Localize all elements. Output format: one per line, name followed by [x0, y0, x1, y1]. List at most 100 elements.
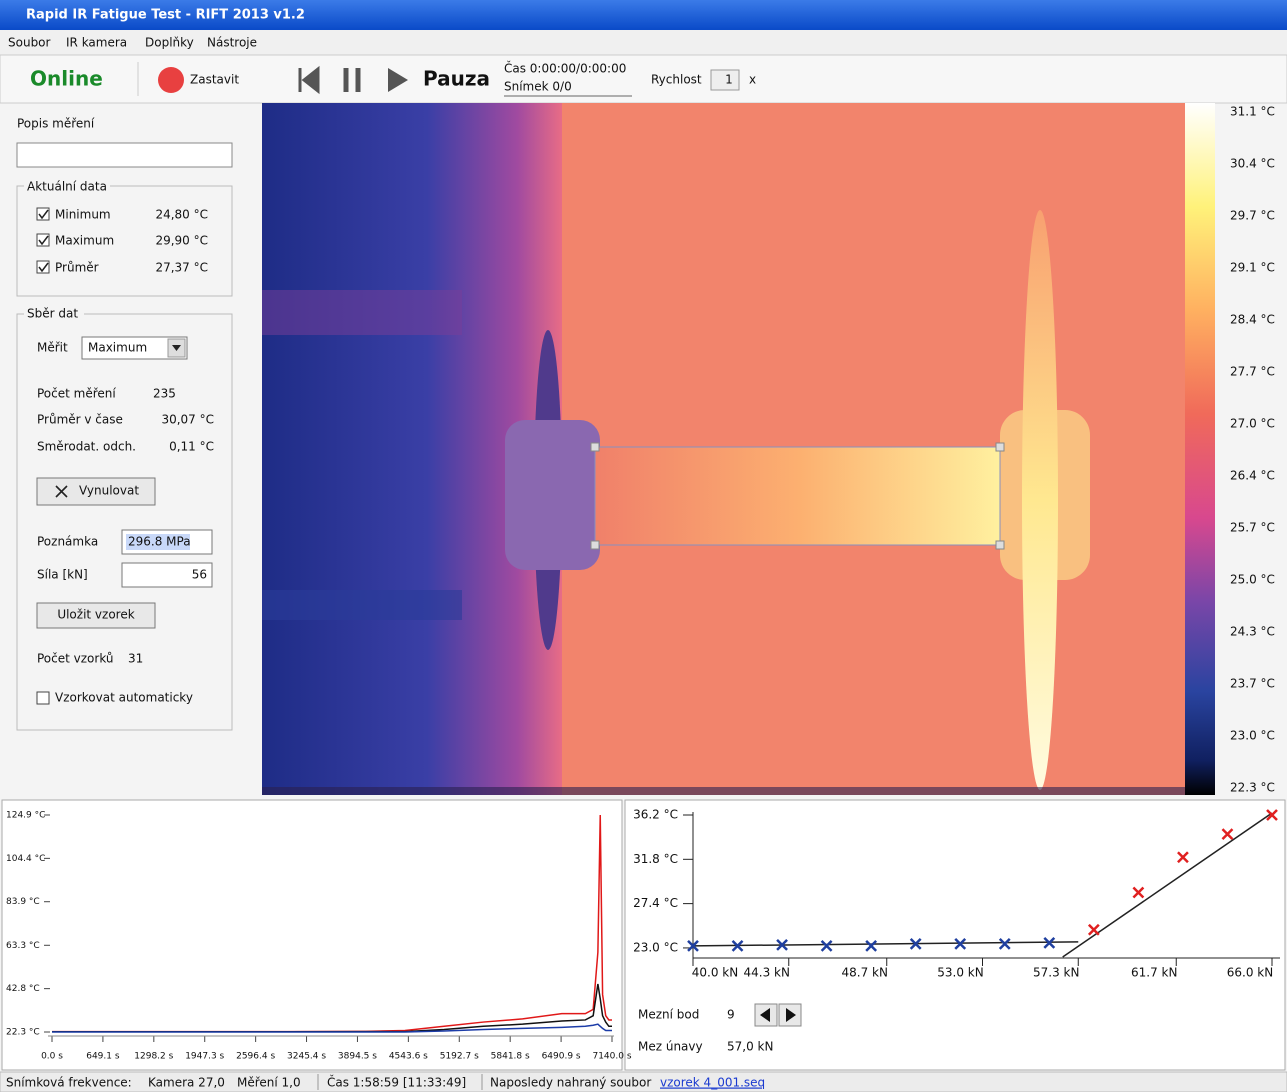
reset-button[interactable] [36, 477, 156, 506]
fatigue-panel [624, 799, 1286, 1071]
frame-display: Snímek 0/0 [504, 80, 572, 94]
window-title: Rapid IR Fatigue Test - RIFT 2013 v1.2 [26, 8, 305, 23]
scale-label: 28.4 °C [1230, 313, 1275, 327]
value: 57,0 kN [727, 1040, 773, 1054]
x-tick-label: 2596.4 s [236, 1052, 275, 1062]
status-text: Kamera 27,0 [148, 1076, 225, 1090]
label: Popis měření [17, 117, 95, 131]
force-input[interactable] [121, 562, 213, 588]
roi-handle[interactable] [995, 442, 1005, 452]
group-title-bg [24, 180, 110, 194]
y-tick-label: 36.2 °C [633, 808, 678, 822]
online-status: Online [30, 67, 103, 91]
roi-handle[interactable] [590, 540, 600, 550]
x-tick-label: 3245.4 s [287, 1052, 326, 1062]
scale-label: 29.1 °C [1230, 261, 1275, 275]
label: Maximum [55, 234, 114, 248]
description-input[interactable] [16, 142, 233, 168]
y-tick-label: 22.3 °C [6, 1028, 40, 1038]
record-icon[interactable] [158, 67, 184, 93]
force-value[interactable]: 56 [192, 568, 207, 582]
x-tick-label: 0.0 s [41, 1052, 63, 1062]
title-bar [0, 0, 1287, 30]
cross-marker [954, 938, 967, 950]
x-tick-label: 4543.6 s [389, 1052, 428, 1062]
x-tick-label: 6490.9 s [542, 1052, 581, 1062]
measure-select[interactable] [81, 336, 188, 360]
value: 0,11 °C [169, 440, 214, 454]
checkbox[interactable] [36, 233, 50, 247]
x-tick-label: 3894.5 s [338, 1052, 377, 1062]
y-tick-label: 31.8 °C [633, 852, 678, 866]
value: 24,80 °C [155, 208, 208, 222]
temperature-chart: 124.9 °C 104.4 °C 83.9 °C 63.3 °C 42.8 °C 22.… [6, 811, 632, 1062]
menu-item[interactable]: IR kamera [66, 36, 127, 50]
pause-button[interactable]: Pauza [423, 67, 490, 91]
cross-marker [1177, 851, 1189, 864]
x-tick-label: 5192.7 s [440, 1052, 479, 1062]
checkbox[interactable] [36, 260, 50, 274]
current-rows: Minimum 24,80 °C Maximum 29,90 °C Průměr 27… [36, 207, 208, 275]
group-title: Aktuální data [27, 180, 107, 194]
y-tick-label: 23.0 °C [633, 940, 678, 954]
x-tick-label: 7140.0 s [592, 1052, 631, 1062]
rewind-button[interactable] [298, 65, 320, 95]
thermal-edge [262, 787, 1185, 795]
check [38, 235, 49, 246]
label: Poznámka [37, 535, 98, 549]
x-tick-label: 40.0 kN [692, 966, 738, 980]
scale-label: 23.7 °C [1230, 677, 1275, 691]
select-value[interactable]: Maximum [88, 341, 147, 355]
speed-input[interactable] [710, 69, 740, 91]
scale-label: 31.1 °C [1230, 105, 1275, 119]
series-line [52, 1023, 612, 1033]
roi[interactable] [594, 446, 1001, 546]
color-scale [1185, 103, 1215, 795]
speed-value[interactable]: 1 [725, 73, 733, 87]
scale-label: 25.0 °C [1230, 573, 1275, 587]
y-tick-label: 124.9 °C [6, 811, 45, 821]
cross-marker [909, 938, 922, 950]
label: Síla [kN] [37, 568, 88, 582]
label: Mezní bod [638, 1008, 699, 1022]
checkbox[interactable] [36, 207, 50, 221]
roi-handle[interactable] [995, 540, 1005, 550]
file-link[interactable]: vzorek 4_001.seq [660, 1076, 765, 1090]
label: Počet měření [37, 387, 116, 401]
button-label[interactable]: Uložit vzorek [57, 608, 134, 622]
cross-marker [1043, 937, 1056, 949]
fatigue-chart: 23.0 °C 27.4 °C 31.8 °C 36.2 °C 40.0 kN 44.3 … [633, 808, 1280, 980]
scale-labels: 31.1 °C 30.4 °C 29.7 °C 29.1 °C 28.4 °C 27.7 … [1230, 105, 1275, 795]
hot-streak [1022, 210, 1058, 790]
x-tick-label: 649.1 s [86, 1052, 120, 1062]
value: 235 [153, 387, 176, 401]
label[interactable]: Vzorkovat automaticky [55, 691, 193, 705]
note-value[interactable]: 296.8 MPa [128, 535, 191, 549]
roi-handle[interactable] [590, 442, 600, 452]
cross-marker [1221, 828, 1234, 841]
x-tick-label: 53.0 kN [937, 966, 983, 980]
scale-label: 30.4 °C [1230, 157, 1275, 171]
y-tick-label: 104.4 °C [6, 854, 45, 864]
button-label[interactable]: Vynulovat [79, 484, 139, 498]
temperature-panel [1, 799, 623, 1071]
label: Mez únavy [638, 1040, 703, 1054]
label: Průměr [55, 261, 99, 275]
stop-button[interactable]: Zastavit [190, 73, 239, 87]
cross-marker [865, 940, 878, 952]
menu-item[interactable]: Doplňky [145, 36, 194, 50]
specimen [595, 447, 1005, 545]
status-bar [0, 1071, 1287, 1092]
menu-item[interactable]: Nástroje [207, 36, 257, 50]
checkbox[interactable] [36, 691, 50, 705]
menu-item[interactable]: Soubor [8, 36, 51, 50]
play-button[interactable] [388, 68, 408, 92]
pause-icon[interactable] [343, 68, 361, 92]
y-tick-label: 42.8 °C [6, 984, 40, 994]
cross-marker [998, 938, 1011, 950]
save-button[interactable] [36, 602, 156, 629]
speed-label: Rychlost [651, 73, 702, 87]
arrow [786, 1008, 796, 1022]
